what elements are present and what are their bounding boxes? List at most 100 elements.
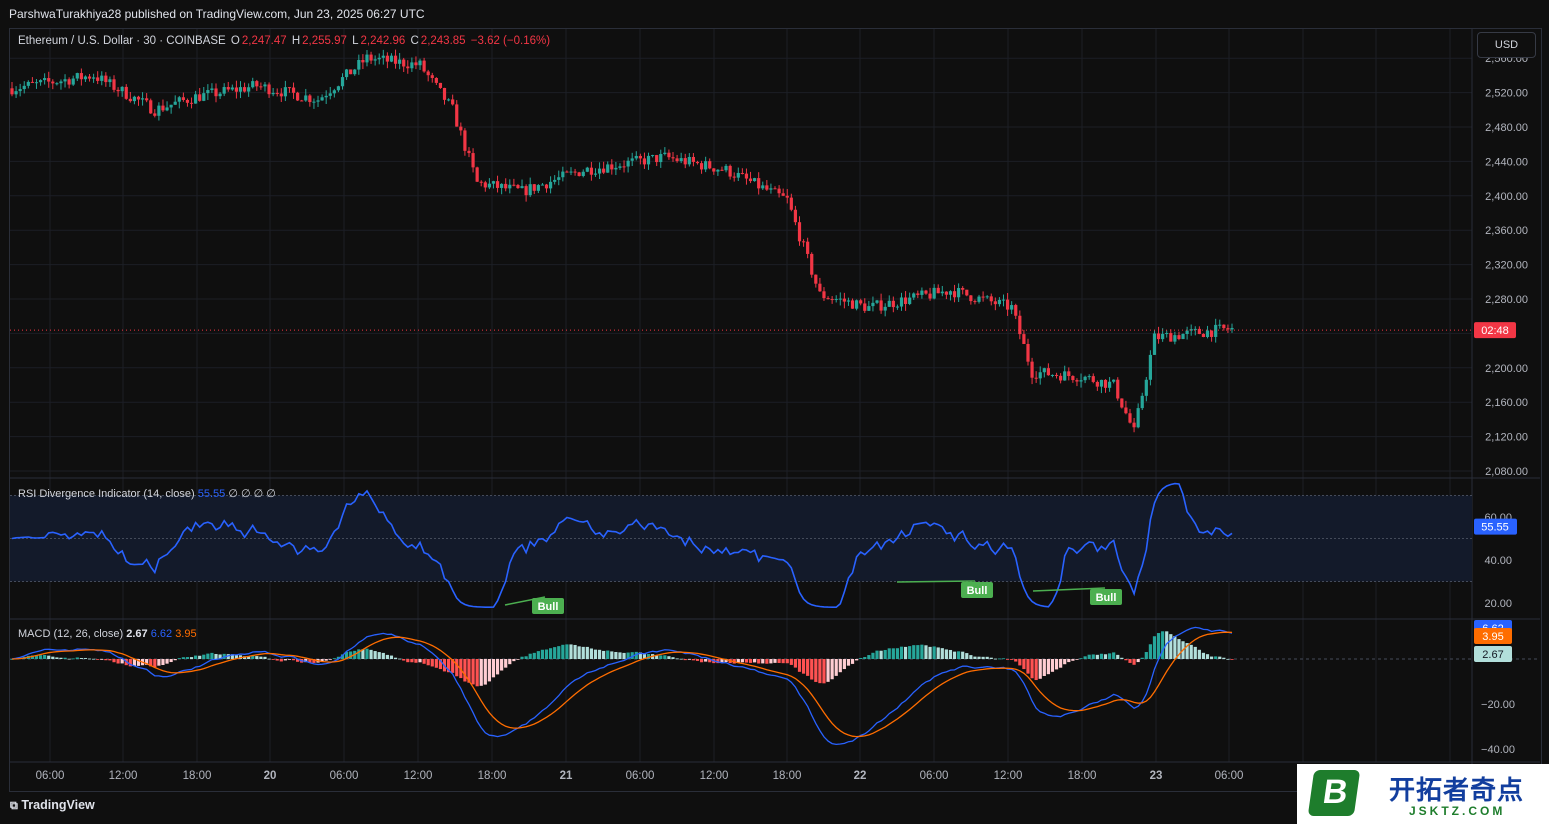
- candle-body: [512, 184, 516, 186]
- macd-histogram-bar: [83, 658, 88, 659]
- macd-histogram-bar: [422, 659, 426, 664]
- candle-body: [1218, 324, 1222, 326]
- macd-histogram-bar: [1214, 656, 1218, 659]
- macd-histogram-bar: [806, 659, 810, 676]
- currency-button[interactable]: USD: [1477, 32, 1536, 58]
- candle-body: [402, 59, 406, 67]
- macd-histogram-bar: [283, 659, 287, 661]
- candle-body: [532, 184, 536, 191]
- macd-histogram-bar: [136, 659, 141, 666]
- bull-label: Bull: [1096, 592, 1117, 604]
- macd-histogram-bar: [1018, 659, 1022, 666]
- candle-body: [614, 167, 618, 170]
- candle-body: [524, 186, 528, 196]
- high-label: H: [291, 35, 301, 47]
- candle-body: [973, 301, 977, 303]
- candle-body: [1152, 333, 1157, 355]
- candle-body: [761, 185, 765, 189]
- macd-histogram-bar: [708, 659, 712, 663]
- candle-body: [1189, 329, 1193, 331]
- candle-body: [251, 81, 255, 88]
- bull-label-box: [1090, 589, 1122, 605]
- macd-histogram-bar: [463, 659, 467, 682]
- candle-body: [51, 81, 55, 84]
- macd-histogram-bar: [801, 659, 806, 674]
- macd-histogram-bar: [1209, 656, 1214, 659]
- macd-histogram-bar: [410, 659, 414, 663]
- candle-body: [30, 81, 35, 83]
- candle-body: [67, 79, 71, 85]
- candle-body: [430, 75, 434, 78]
- candle-body: [10, 88, 14, 95]
- macd-histogram-bar: [1132, 659, 1136, 665]
- candle-body: [655, 155, 659, 163]
- candle-body: [708, 161, 712, 169]
- candle-body: [1099, 379, 1104, 387]
- macd-histogram-bar: [96, 659, 100, 660]
- candle-body: [806, 241, 810, 254]
- candle-body: [1034, 377, 1038, 379]
- candle-body: [920, 290, 924, 295]
- candle-body: [1177, 335, 1181, 339]
- rsi-value: 55.55: [197, 488, 226, 500]
- candle-body: [226, 87, 230, 90]
- candle-body: [977, 296, 981, 302]
- price-tick-label: 2,280.00: [1485, 294, 1528, 306]
- macd-histogram-bar: [100, 659, 104, 660]
- candle-body: [875, 300, 879, 303]
- macd-histogram-bar: [1059, 659, 1063, 668]
- candle-body: [993, 301, 997, 305]
- macd-histogram-bar: [1079, 658, 1083, 660]
- macd-histogram-bar: [230, 654, 234, 659]
- candle-body: [14, 91, 18, 95]
- rsi-legend: RSI Divergence Indicator (14, close) 55.…: [18, 487, 276, 500]
- candle-body: [777, 188, 781, 194]
- candle-body: [728, 165, 732, 177]
- macd-histogram-bar: [377, 652, 381, 659]
- macd-histogram-bar: [291, 659, 296, 661]
- macd-histogram-bar: [1103, 654, 1108, 659]
- candle-body: [659, 153, 663, 163]
- macd-histogram-bar: [218, 654, 222, 659]
- candle-body: [206, 90, 210, 94]
- chart-frame[interactable]: [9, 28, 1542, 792]
- macd-histogram-bar: [1226, 658, 1230, 660]
- candle-body: [1079, 380, 1083, 382]
- macd-histogram-bar: [957, 651, 961, 659]
- candle-body: [34, 82, 39, 84]
- macd-histogram-bar: [1222, 657, 1226, 659]
- macd-histogram-bar: [630, 652, 634, 659]
- macd-histogram-bar: [1095, 654, 1099, 659]
- macd-histogram-bar: [116, 659, 120, 664]
- candle-body: [679, 158, 683, 162]
- macd-histogram-bar: [667, 656, 671, 659]
- candle-body: [540, 184, 545, 186]
- candle-body: [651, 155, 655, 157]
- candle-body: [716, 169, 720, 172]
- candle-body: [855, 300, 859, 309]
- candle-body: [1107, 381, 1112, 388]
- candle-body: [814, 274, 818, 284]
- candle-body: [1136, 408, 1140, 428]
- candle-body: [283, 87, 287, 97]
- price-tick-label: 2,480.00: [1485, 122, 1528, 134]
- time-tick-label: 23: [1150, 770, 1163, 782]
- candle-body: [47, 78, 51, 82]
- macd-histogram-bar: [952, 651, 957, 659]
- macd-histogram-bar: [1046, 659, 1050, 675]
- macd-histogram-bar: [899, 646, 904, 659]
- macd-histogram-bar: [145, 659, 149, 665]
- tradingview-logo[interactable]: ⧉ TradingView: [10, 798, 95, 813]
- macd-histogram-bar: [451, 659, 455, 673]
- candle-body: [663, 152, 667, 154]
- macd-histogram-bar: [887, 648, 891, 659]
- macd-histogram-bar: [43, 654, 47, 659]
- bull-label-box: [532, 598, 564, 614]
- macd-histogram-bar: [92, 658, 96, 660]
- candle-body: [712, 168, 716, 172]
- macd-legend: MACD (12, 26, close) 2.67 6.62 3.95: [18, 628, 197, 640]
- macd-histogram-bar: [536, 651, 540, 659]
- candle-body: [71, 78, 75, 85]
- close-label: C: [410, 35, 419, 47]
